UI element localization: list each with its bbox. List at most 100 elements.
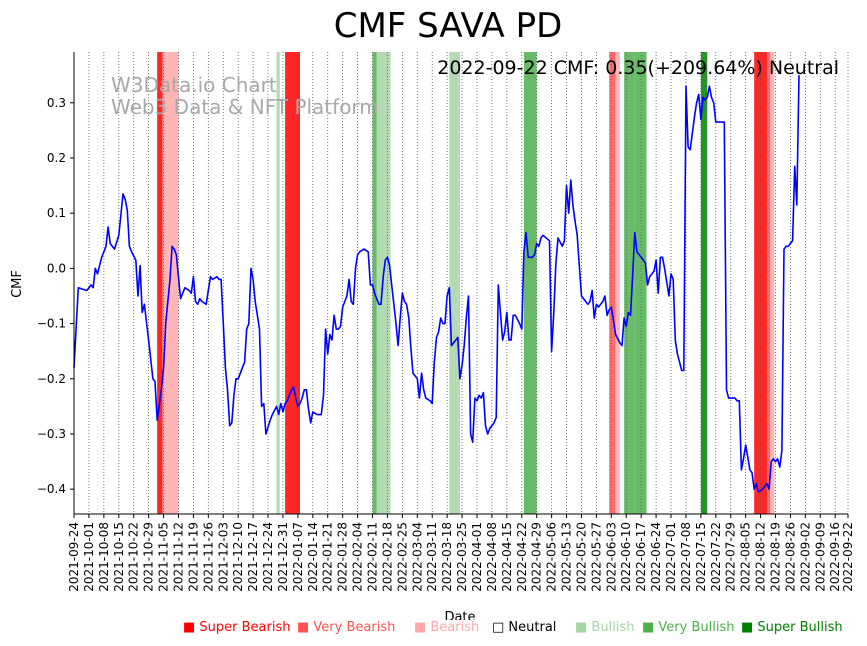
x-tick-label: 2022-07-22 [709, 522, 723, 592]
chart-title: CMF SAVA PD [334, 6, 563, 46]
y-tick-label: 0.3 [47, 96, 66, 110]
x-tick-label: 2022-06-10 [619, 522, 633, 592]
x-tick-label: 2021-10-22 [127, 522, 141, 592]
legend-swatch-icon: ■ [297, 620, 314, 635]
y-tick-label: −0.3 [37, 427, 66, 441]
y-tick-label: −0.2 [37, 372, 66, 386]
x-tick-label: 2022-03-18 [440, 522, 454, 592]
signal-band-very-bullish-7 [523, 52, 537, 514]
legend-swatch-icon: ■ [575, 620, 592, 635]
vertical-gridlines [73, 52, 849, 514]
x-tick-label: 2022-05-27 [589, 522, 603, 592]
legend-item-very-bearish: ■ Very Bearish [297, 620, 395, 635]
cmf-chart: 2021-09-24 2021-10-01 2021-10-08 2021-10-15… [10, 6, 855, 620]
x-tick-label: 2022-06-03 [604, 522, 618, 592]
legend-label: Very Bearish [313, 620, 396, 635]
legend-item-bullish: ■ Bullish [575, 620, 634, 635]
legend-item-super-bullish: ■ Super Bullish [741, 620, 843, 635]
x-ticks: 2021-09-24 2021-10-01 2021-10-08 2021-10-15… [67, 514, 855, 592]
legend-item-super-bearish: ■ Super Bearish [183, 620, 291, 635]
x-tick-label: 2022-05-06 [545, 522, 559, 592]
x-tick-label: 2021-10-08 [97, 522, 111, 592]
legend-item-bearish: ■ Bearish [414, 620, 479, 635]
x-tick-label: 2022-04-08 [485, 522, 499, 592]
x-tick-label: 2022-04-01 [470, 522, 484, 592]
x-tick-label: 2022-03-25 [455, 522, 469, 592]
legend-item-neutral: □ Neutral [492, 620, 556, 635]
x-tick-label: 2022-03-04 [410, 522, 424, 592]
x-tick-label: 2022-05-13 [560, 522, 574, 592]
signal-band-very-bullish-13 [641, 52, 647, 514]
x-tick-label: 2021-12-24 [261, 522, 275, 592]
x-tick-label: 2022-07-29 [724, 522, 738, 592]
x-tick-label: 2022-06-17 [634, 522, 648, 592]
y-tick-label: 0.2 [47, 151, 66, 165]
legend-label: Bullish [591, 620, 635, 635]
x-tick-label: 2022-08-05 [739, 522, 753, 592]
latest-value-annotation: 2022-09-22 CMF: 0.35(+209.64%) Neutral [437, 57, 839, 79]
x-tick-label: 2022-01-28 [336, 522, 350, 592]
x-tick-label: 2022-01-07 [291, 522, 305, 592]
legend-label: Neutral [508, 620, 557, 635]
y-tick-label: 0.1 [47, 206, 66, 220]
series-layer [73, 75, 800, 493]
legend: ■ Super Bearish ■ Very Bearish ■ Bearish □ … [0, 620, 867, 640]
signal-band-bullish-5 [376, 52, 391, 514]
legend-swatch-icon: ■ [741, 620, 758, 635]
x-tick-label: 2022-02-25 [395, 522, 409, 592]
x-tick-label: 2022-05-20 [574, 522, 588, 592]
signal-bands [157, 52, 775, 514]
x-tick-label: 2021-12-31 [276, 522, 290, 592]
signal-band-very-bullish-12 [634, 52, 642, 514]
x-tick-label: 2022-07-15 [694, 522, 708, 592]
x-tick-label: 2022-03-11 [425, 522, 439, 592]
legend-label: Super Bearish [199, 620, 291, 635]
x-tick-label: 2022-02-11 [366, 522, 380, 592]
x-tick-label: 2022-09-09 [813, 522, 827, 592]
x-tick-label: 2022-01-14 [306, 522, 320, 592]
x-tick-label: 2021-11-05 [157, 522, 171, 592]
signal-band-bearish-1 [162, 52, 179, 514]
legend-label: Bearish [430, 620, 480, 635]
signal-band-very-bullish-10 [624, 52, 630, 514]
legend-item-very-bullish: ■ Very Bullish [642, 620, 734, 635]
x-tick-label: 2022-08-26 [783, 522, 797, 592]
y-tick-label: 0.0 [47, 261, 66, 275]
x-tick-label: 2022-04-15 [500, 522, 514, 592]
legend-label: Very Bullish [658, 620, 735, 635]
legend-swatch-icon: ■ [183, 620, 200, 635]
x-tick-label: 2022-02-04 [351, 522, 365, 592]
x-tick-label: 2022-02-18 [380, 522, 394, 592]
x-tick-label: 2021-10-15 [112, 522, 126, 592]
x-tick-label: 2022-08-12 [754, 522, 768, 592]
signal-band-bullish-2 [276, 52, 280, 514]
x-tick-label: 2021-11-12 [171, 522, 185, 592]
x-tick-label: 2021-12-03 [216, 522, 230, 592]
legend-label: Super Bullish [757, 620, 843, 635]
legend-swatch-icon: □ [492, 620, 509, 635]
y-tick-label: −0.1 [37, 317, 66, 331]
x-tick-label: 2022-07-08 [679, 522, 693, 592]
legend-swatch-icon: ■ [642, 620, 659, 635]
watermark-line-1: W3Data.io Chart [111, 73, 277, 97]
x-tick-label: 2022-09-16 [828, 522, 842, 592]
x-tick-label: 2022-06-24 [649, 522, 663, 592]
signal-band-bearish-17 [770, 52, 775, 514]
signal-band-very-bullish-4 [372, 52, 377, 514]
signal-band-super-bearish-0 [157, 52, 163, 514]
x-tick-label: 2021-11-26 [201, 522, 215, 592]
signal-band-bullish-6 [449, 52, 460, 514]
x-tick-label: 2022-09-22 [841, 522, 855, 592]
x-tick-label: 2022-07-01 [664, 522, 678, 592]
x-tick-label: 2022-04-29 [530, 522, 544, 592]
axes [73, 52, 848, 515]
signal-band-very-bearish-16 [766, 52, 771, 514]
x-tick-label: 2022-01-21 [321, 522, 335, 592]
x-tick-label: 2021-10-01 [82, 522, 96, 592]
y-ticks: −0.4 −0.3 −0.2 −0.1 0.0 0.1 0.2 0.3 [37, 96, 74, 496]
x-axis-label: Date [444, 610, 475, 620]
y-tick-label: −0.4 [37, 482, 66, 496]
watermark-line-2: Web3 Data & NFT Platform [111, 95, 379, 119]
signal-band-super-bullish-14 [700, 52, 708, 514]
x-tick-label: 2022-04-22 [515, 522, 529, 592]
